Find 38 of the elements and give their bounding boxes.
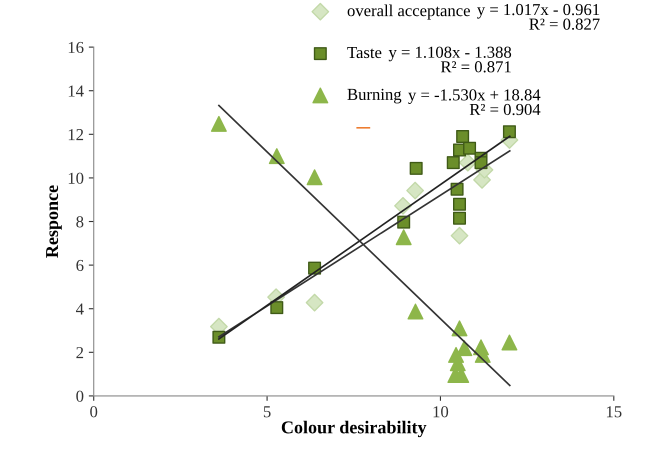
x-tick-label: 15 [606, 406, 622, 418]
text: y = 1.017x - 0.961 R² = 0.827 [477, 4, 600, 30]
point [453, 198, 466, 211]
y-tick-label: 4 [76, 304, 84, 314]
legend-label: overall acceptance [348, 4, 470, 20]
y-tick-label: 14 [68, 85, 84, 96]
point [410, 162, 423, 175]
annotation: y = 1.108x - 1.388 R² = 0.871 [388, 46, 512, 72]
point [406, 182, 424, 200]
point [452, 320, 468, 336]
y-axis-title: Responce [46, 185, 62, 258]
point [463, 142, 476, 155]
x-tick-label: 5 [264, 406, 271, 418]
point [450, 226, 468, 245]
y-tick-label: 10 [68, 172, 84, 184]
annotation: y = -1.530x + 18.84 R² = 0.904 [408, 89, 540, 116]
y-tick-label: 8 [76, 216, 84, 228]
point [456, 130, 470, 143]
point [306, 294, 324, 312]
point [396, 229, 412, 246]
y-tick-label: 0 [76, 390, 84, 402]
point [210, 116, 227, 132]
point [408, 304, 424, 320]
point [446, 156, 460, 170]
y-tick-label: 2 [76, 347, 84, 358]
legend-label: Burning [347, 88, 402, 104]
y-tick-label: 12 [68, 129, 84, 140]
x-tick-label: 0 [90, 406, 98, 418]
point [306, 169, 323, 186]
point [453, 212, 466, 225]
point [270, 301, 284, 314]
x-tick-label: 10 [434, 406, 448, 418]
y-tick-label: 6 [76, 260, 84, 272]
point [502, 125, 516, 138]
legend-label: Taste [347, 47, 382, 58]
point [501, 334, 518, 350]
x-axis-title: Colour desirability [282, 420, 426, 438]
y-tick-label: 16 [68, 42, 84, 54]
